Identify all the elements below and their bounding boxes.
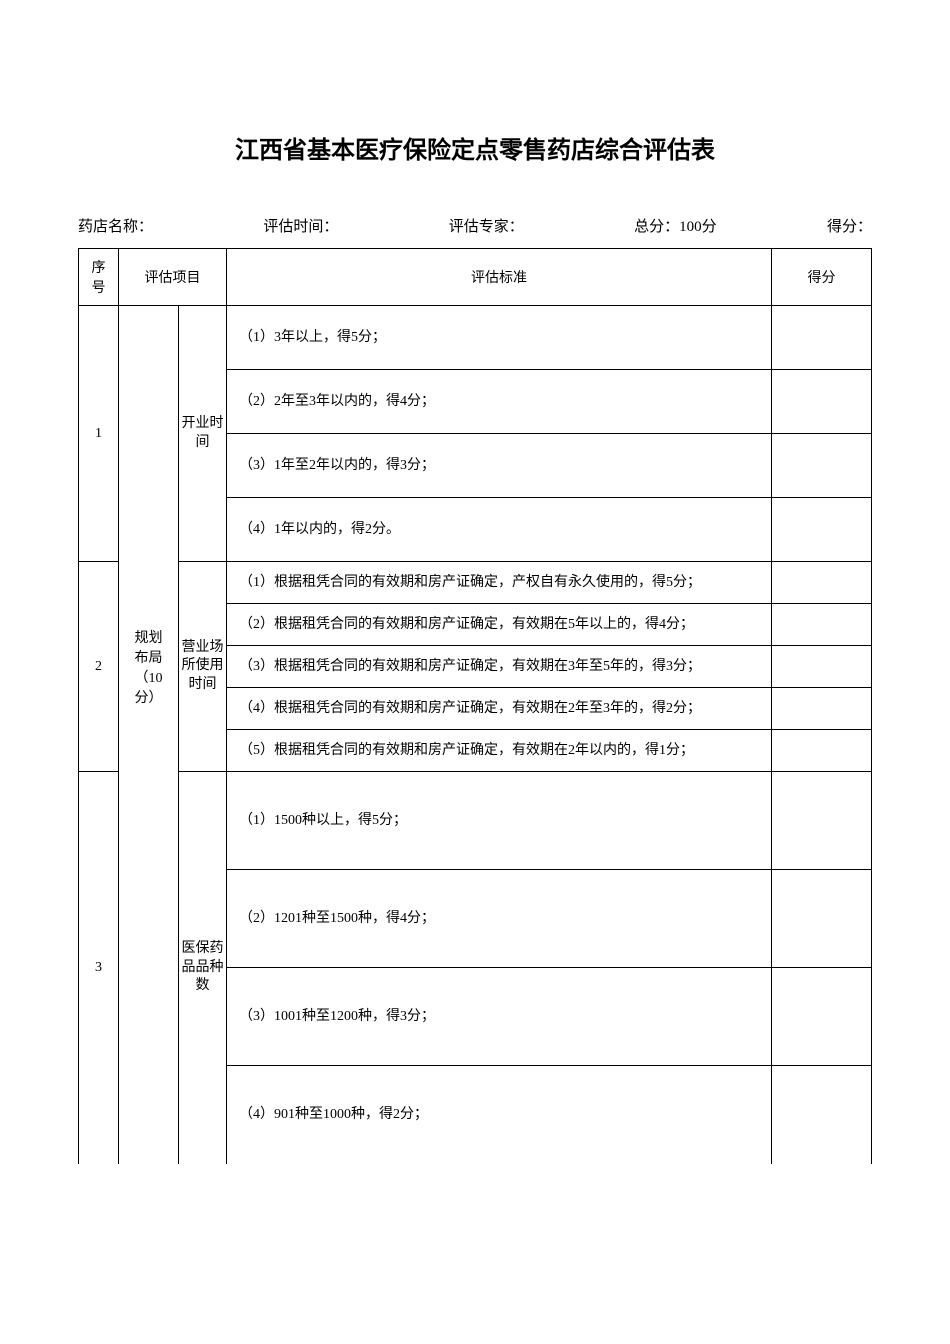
category-cell [119,306,179,562]
criteria-cell: （2）1201种至1500种，得4分； [227,870,772,968]
score-cell [772,562,872,604]
criteria-cell: （2）2年至3年以内的，得4分； [227,370,772,434]
score-cell [772,1066,872,1164]
info-row: 药店名称： 评估时间： 评估专家： 总分：100分 得分： [78,215,872,236]
score-cell [772,370,872,434]
criteria-cell: （3）1年至2年以内的，得3分； [227,434,772,498]
header-criteria: 评估标准 [227,249,772,306]
total-score-label: 总分：100分 [634,215,717,236]
table-row: 2 规划布局（10分） 营业场所使用时间 （1）根据租凭合同的有效期和房产证确定… [79,562,872,604]
score-label: 得分： [827,215,872,236]
score-cell [772,306,872,370]
score-cell [772,688,872,730]
criteria-cell: （3）根据租凭合同的有效期和房产证确定，有效期在3年至5年的，得3分； [227,646,772,688]
score-cell [772,730,872,772]
header-item: 评估项目 [119,249,227,306]
sub-cell: 开业时间 [179,306,227,562]
sub-cell: 医保药品品种数 [179,772,227,1164]
criteria-cell: （4）901种至1000种，得2分； [227,1066,772,1164]
table-header-row: 序号 评估项目 评估标准 得分 [79,249,872,306]
category-cell: 规划布局（10分） [119,562,179,772]
eval-time-label: 评估时间： [263,215,338,236]
score-cell [772,968,872,1066]
header-score: 得分 [772,249,872,306]
criteria-cell: （4）1年以内的，得2分。 [227,498,772,562]
criteria-cell: （2）根据租凭合同的有效期和房产证确定，有效期在5年以上的，得4分； [227,604,772,646]
criteria-cell: （4）根据租凭合同的有效期和房产证确定，有效期在2年至3年的，得2分； [227,688,772,730]
score-cell [772,772,872,870]
score-cell [772,870,872,968]
criteria-cell: （1）1500种以上，得5分； [227,772,772,870]
table-row: 1 开业时间 （1）3年以上，得5分； [79,306,872,370]
seq-cell: 2 [79,562,119,772]
score-cell [772,498,872,562]
score-cell [772,604,872,646]
evaluation-table: 序号 评估项目 评估标准 得分 1 开业时间 （1）3年以上，得5分； （2）2… [78,248,872,1164]
table-row: 3 医保药品品种数 （1）1500种以上，得5分； [79,772,872,870]
criteria-cell: （3）1001种至1200种，得3分； [227,968,772,1066]
score-cell [772,646,872,688]
seq-cell: 1 [79,306,119,562]
criteria-cell: （1）根据租凭合同的有效期和房产证确定，产权自有永久使用的，得5分； [227,562,772,604]
sub-cell: 营业场所使用时间 [179,562,227,772]
eval-expert-label: 评估专家： [449,215,524,236]
criteria-cell: （5）根据租凭合同的有效期和房产证确定，有效期在2年以内的，得1分； [227,730,772,772]
criteria-cell: （1）3年以上，得5分； [227,306,772,370]
seq-cell: 3 [79,772,119,1164]
score-cell [772,434,872,498]
category-cell [119,772,179,1164]
header-seq: 序号 [79,249,119,306]
pharmacy-name-label: 药店名称： [78,215,153,236]
page-title: 江西省基本医疗保险定点零售药店综合评估表 [78,130,872,165]
